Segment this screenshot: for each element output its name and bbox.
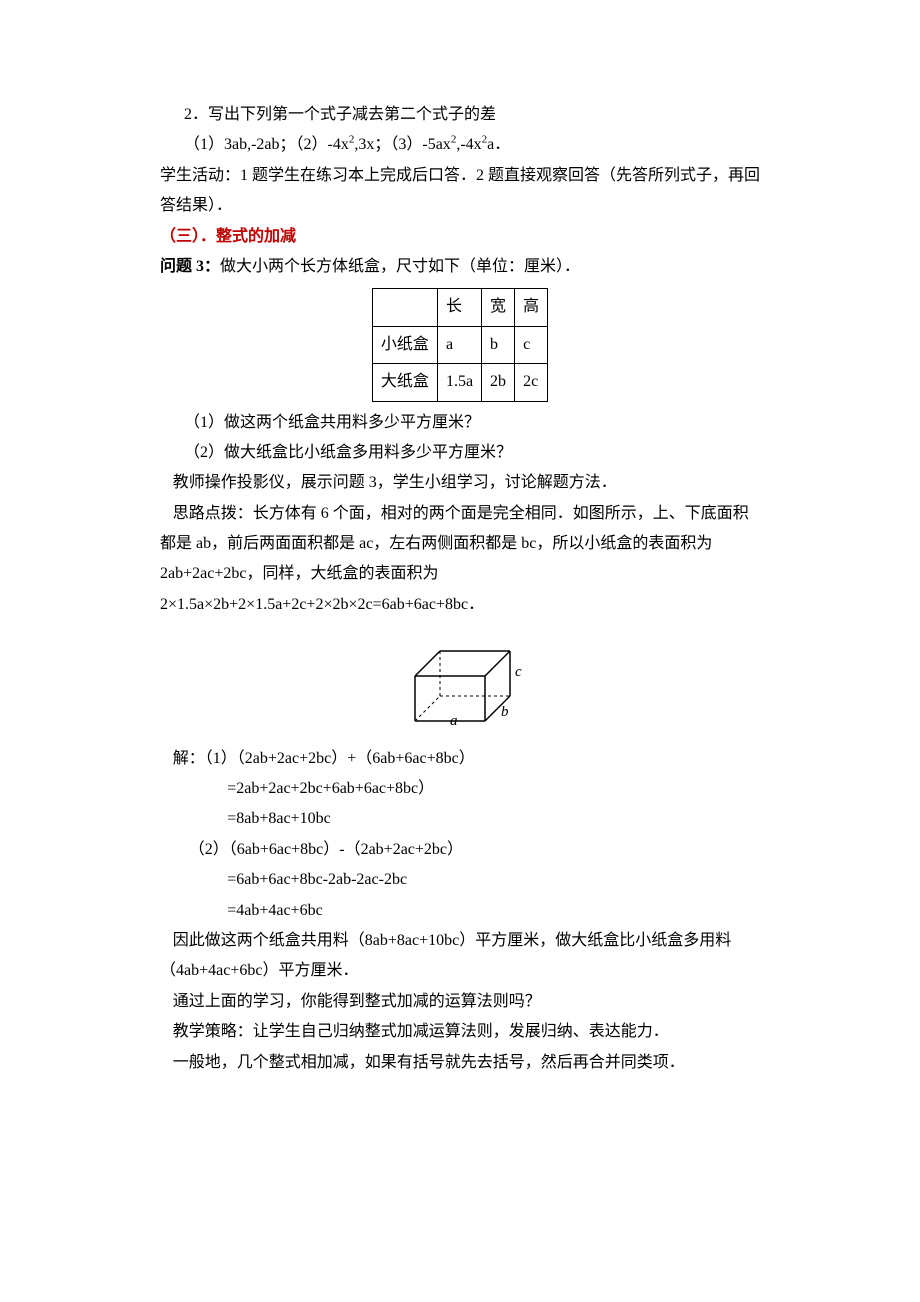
label-a: a (450, 713, 458, 726)
table-cell: c (515, 326, 548, 363)
table-cell: 宽 (482, 289, 515, 326)
conclusion-2: 通过上面的学习，你能得到整式加减的运算法则吗？ (160, 987, 760, 1017)
table-cell: 小纸盒 (372, 326, 437, 363)
case-text-4: a． (487, 136, 510, 153)
section-3-heading: （三）．整式的加减 (160, 222, 760, 252)
dimensions-table: 长 宽 高 小纸盒 a b c 大纸盒 1.5a 2b 2c (372, 288, 548, 401)
table-cell: 2c (515, 364, 548, 401)
table-cell: b (482, 326, 515, 363)
solution-line-2a: =6ab+6ac+8bc-2ab-2ac-2bc (160, 865, 760, 895)
table-cell: 大纸盒 (372, 364, 437, 401)
case-text-1: （1）3ab,-2ab；（2）-4x (184, 136, 349, 153)
table-cell: 2b (482, 364, 515, 401)
table-row: 小纸盒 a b c (372, 326, 547, 363)
table-cell: a (437, 326, 481, 363)
conclusion-3: 教学策略：让学生自己归纳整式加减运算法则，发展归纳、表达能力． (160, 1017, 760, 1047)
teacher-note: 教师操作投影仪，展示问题 3，学生小组学习，讨论解题方法． (160, 468, 760, 498)
solution-line-1: 解：（1）（2ab+2ac+2bc）+（6ab+6ac+8bc） (160, 744, 760, 774)
q3-label: 问题 3： (160, 258, 220, 275)
student-activity: 学生活动：1 题学生在练习本上完成后口答．2 题直接观察回答（先答所列式子，再回… (160, 161, 760, 222)
surface-formula: 2×1.5a×2b+2×1.5a+2c+2×2b×2c=6ab+6ac+8bc． (160, 590, 760, 620)
table-cell: 1.5a (437, 364, 481, 401)
question-3: 问题 3：做大小两个长方体纸盒，尺寸如下（单位：厘米）． (160, 252, 760, 282)
q3-text: 做大小两个长方体纸盒，尺寸如下（单位：厘米）． (220, 258, 580, 275)
cuboid-diagram: a b c (160, 626, 760, 737)
item-2: 2．写出下列第一个式子减去第二个式子的差 (160, 100, 760, 130)
cuboid-svg: a b c (385, 626, 535, 726)
solution-line-2: （2）（6ab+6ac+8bc）-（2ab+2ac+2bc） (160, 835, 760, 865)
solution-line-1b: =8ab+8ac+10bc (160, 804, 760, 834)
table-cell: 高 (515, 289, 548, 326)
label-c: c (515, 664, 522, 680)
solution-line-2b: =4ab+4ac+6bc (160, 896, 760, 926)
sub-question-2: （2）做大纸盒比小纸盒多用料多少平方厘米？ (160, 438, 760, 468)
table-row: 长 宽 高 (372, 289, 547, 326)
sub-question-1: （1）做这两个纸盒共用料多少平方厘米？ (160, 408, 760, 438)
item-2-cases: （1）3ab,-2ab；（2）-4x2,3x；（3）-5ax2,-4x2a． (160, 130, 760, 160)
hint-paragraph: 思路点拨：长方体有 6 个面，相对的两个面是完全相同．如图所示，上、下底面积都是… (160, 499, 760, 590)
label-b: b (501, 704, 509, 720)
case-text-2: ,3x；（3）-5ax (354, 136, 450, 153)
table-cell (372, 289, 437, 326)
conclusion-1: 因此做这两个纸盒共用料（8ab+8ac+10bc）平方厘米，做大纸盒比小纸盒多用… (160, 926, 760, 987)
conclusion-4: 一般地，几个整式相加减，如果有括号就先去括号，然后再合并同类项． (160, 1048, 760, 1078)
table-cell: 长 (437, 289, 481, 326)
table-row: 大纸盒 1.5a 2b 2c (372, 364, 547, 401)
case-text-3: ,-4x (456, 136, 481, 153)
solution-line-1a: =2ab+2ac+2bc+6ab+6ac+8bc） (160, 774, 760, 804)
